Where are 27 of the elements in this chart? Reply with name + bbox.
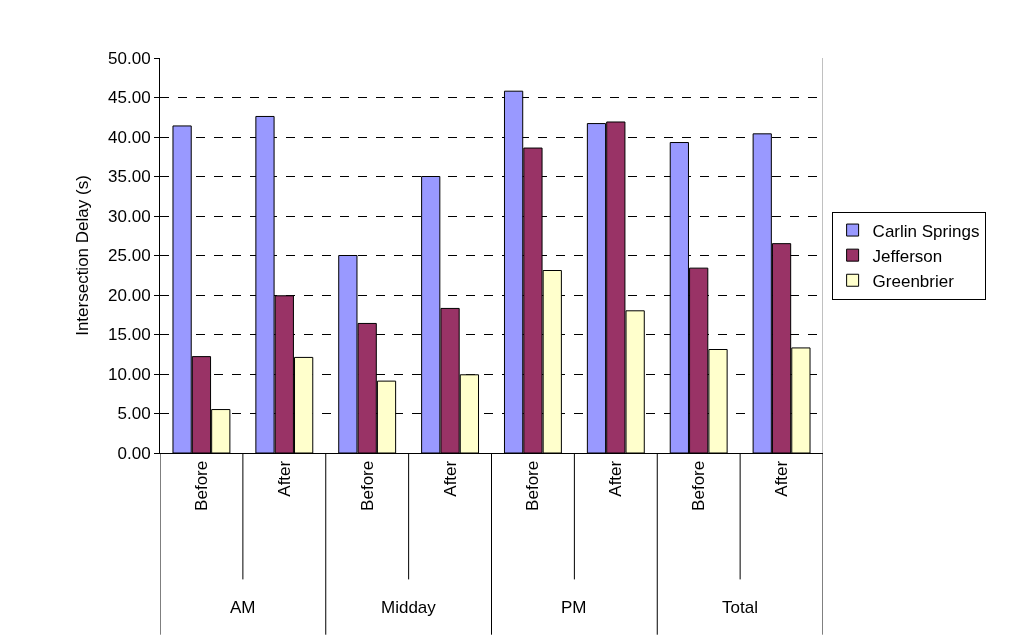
x-tick-label: Before [357,460,377,511]
legend-label: Jefferson [872,246,943,266]
y-tick-label: 5.00 [117,404,151,424]
text: PM [561,598,587,617]
y-tick-label: 45.00 [108,88,151,108]
text: Total [722,598,758,617]
x-tick-label: Before [191,460,211,511]
y-tick-label: 0.00 [117,443,151,463]
y-axis-title: Intersection Delay (s) [72,175,92,336]
y-tick-label: 20.00 [108,285,151,305]
text: Midday [381,598,437,617]
x-tick-label: After [772,460,792,497]
y-tick-label: 10.00 [108,364,151,384]
y-tick-label: 15.00 [108,325,151,345]
x-tick-label: After [274,460,294,497]
legend-label: Carlin Springs [872,221,980,241]
text: AM [230,598,256,617]
y-tick-label: 25.00 [108,246,151,266]
x-tick-label: After [440,460,460,497]
y-tick-label: 40.00 [108,127,151,147]
y-tick-label: 30.00 [108,206,151,226]
x-tick-label: Before [689,460,709,511]
x-tick-label: Before [523,460,543,511]
y-tick-label: 50.00 [108,48,151,68]
y-tick-label: 35.00 [108,167,151,187]
legend-label: Greenbrier [872,271,955,291]
x-tick-label: After [606,460,626,497]
